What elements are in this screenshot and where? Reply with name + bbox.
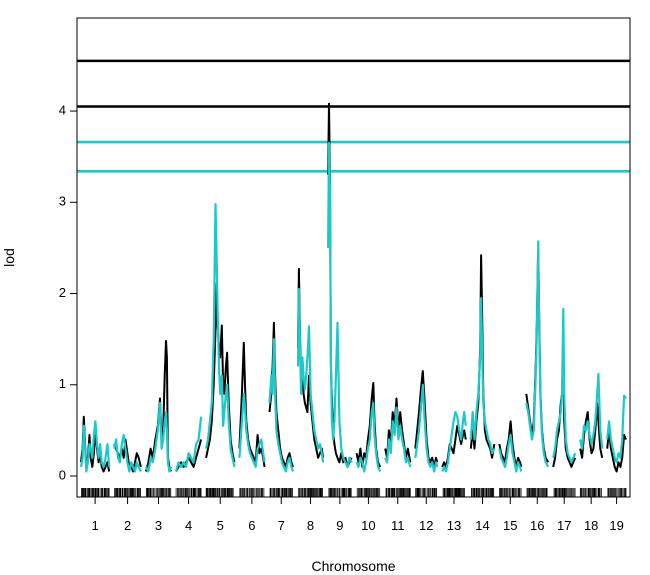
x-tick-label: 18 <box>584 518 598 533</box>
x-tick-label: 11 <box>391 518 405 533</box>
series-line-cyan <box>606 394 627 464</box>
x-tick-label: 1 <box>92 518 99 533</box>
x-axis-label: Chromosome <box>311 558 395 574</box>
series-line-cyan <box>384 406 412 468</box>
y-tick-label: 0 <box>59 467 66 482</box>
y-axis-label: lod <box>1 248 17 267</box>
series-line-cyan <box>355 401 382 473</box>
x-tick-label: 9 <box>336 518 343 533</box>
lod-series <box>79 102 627 473</box>
x-tick-label: 16 <box>530 518 544 533</box>
x-tick-label: 5 <box>217 518 224 533</box>
series-line-cyan <box>579 372 604 450</box>
x-tick-label: 15 <box>503 518 517 533</box>
x-tick-label: 4 <box>185 518 192 533</box>
series-line-black <box>238 341 266 468</box>
x-tick-label: 10 <box>361 518 375 533</box>
series-line-black <box>606 429 627 473</box>
series-line-cyan <box>525 240 550 468</box>
series-line-cyan <box>498 433 523 473</box>
x-tick-label: 3 <box>155 518 162 533</box>
x-tick-label: 6 <box>248 518 255 533</box>
series-line-cyan <box>174 416 203 472</box>
series-line-cyan <box>441 411 467 473</box>
x-tick-label: 13 <box>447 518 461 533</box>
marker-rug <box>81 488 627 497</box>
series-line-cyan <box>296 287 325 463</box>
y-tick-label: 1 <box>59 376 66 391</box>
series-line-cyan <box>414 383 439 473</box>
x-axis: 1 2 3 4 5 6 7 8 9 10 11 12 13 14 15 16 17 18 19 <box>92 497 624 533</box>
series-line-cyan <box>144 401 173 473</box>
threshold-lines <box>77 59 630 173</box>
plot-frame <box>76 17 631 498</box>
series-line-cyan <box>469 297 496 455</box>
x-tick-label: 7 <box>278 518 285 533</box>
x-tick-label: 17 <box>557 518 571 533</box>
x-tick-label: 12 <box>419 518 433 533</box>
y-tick-label: 4 <box>59 103 66 118</box>
series-line-cyan <box>205 203 236 468</box>
y-axis: 0 1 2 3 4 <box>59 103 77 482</box>
x-tick-label: 19 <box>609 518 623 533</box>
x-tick-label: 2 <box>124 518 131 533</box>
series-line-cyan <box>79 420 111 473</box>
series-line-black <box>498 420 523 468</box>
y-tick-label: 2 <box>59 285 66 300</box>
series-line-cyan <box>238 392 266 468</box>
series-line-cyan <box>113 433 142 473</box>
y-tick-label: 3 <box>59 194 66 209</box>
series-line-cyan <box>552 307 577 464</box>
series-line-cyan <box>327 141 353 468</box>
x-tick-label: 8 <box>307 518 314 533</box>
series-line-cyan <box>268 338 295 473</box>
x-tick-label: 14 <box>475 518 489 533</box>
